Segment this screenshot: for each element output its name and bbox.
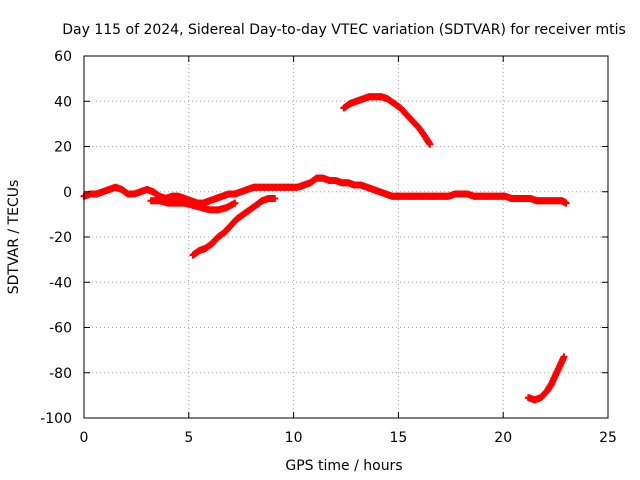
- series-lower-rising-segment: [189, 195, 279, 259]
- data-point: [231, 199, 239, 207]
- y-tick-label: -60: [49, 321, 72, 337]
- series-bottom-right-segment: [524, 353, 568, 404]
- chart-title: Day 115 of 2024, Sidereal Day-to-day VTE…: [62, 22, 626, 38]
- grid-lines: [84, 56, 608, 418]
- data-point: [271, 195, 279, 203]
- x-tick-label: 0: [80, 430, 89, 446]
- data-point: [562, 199, 570, 207]
- y-tick-label: 60: [54, 49, 72, 65]
- data-point: [560, 353, 568, 361]
- x-tick-label: 10: [285, 430, 303, 446]
- series-mid-dip-segment: [147, 197, 239, 214]
- data-point: [426, 140, 434, 148]
- x-axis-label: GPS time / hours: [285, 458, 402, 474]
- y-tick-label: 0: [63, 185, 72, 201]
- y-tick-label: 40: [54, 94, 72, 110]
- x-tick-label: 5: [184, 430, 193, 446]
- axes: 0 5 10 15 20 25 -100 -80 -60 -40 -20 0 20 40 60: [40, 49, 617, 446]
- x-tick-label: 15: [389, 430, 407, 446]
- series-upper-arc-segment: [340, 93, 434, 148]
- plot-frame: [83, 55, 609, 419]
- y-tick-label: -80: [49, 366, 72, 382]
- data-points: [80, 93, 570, 404]
- y-tick-label: 20: [54, 140, 72, 156]
- x-tick-label: 20: [494, 430, 512, 446]
- y-tick-label: -40: [49, 275, 72, 291]
- x-tick-label: 25: [599, 430, 617, 446]
- y-axis-label: SDTVAR / TECUs: [6, 180, 22, 295]
- series-main-band: [80, 174, 570, 207]
- y-tick-label: -20: [49, 230, 72, 246]
- y-tick-label: -100: [40, 411, 72, 427]
